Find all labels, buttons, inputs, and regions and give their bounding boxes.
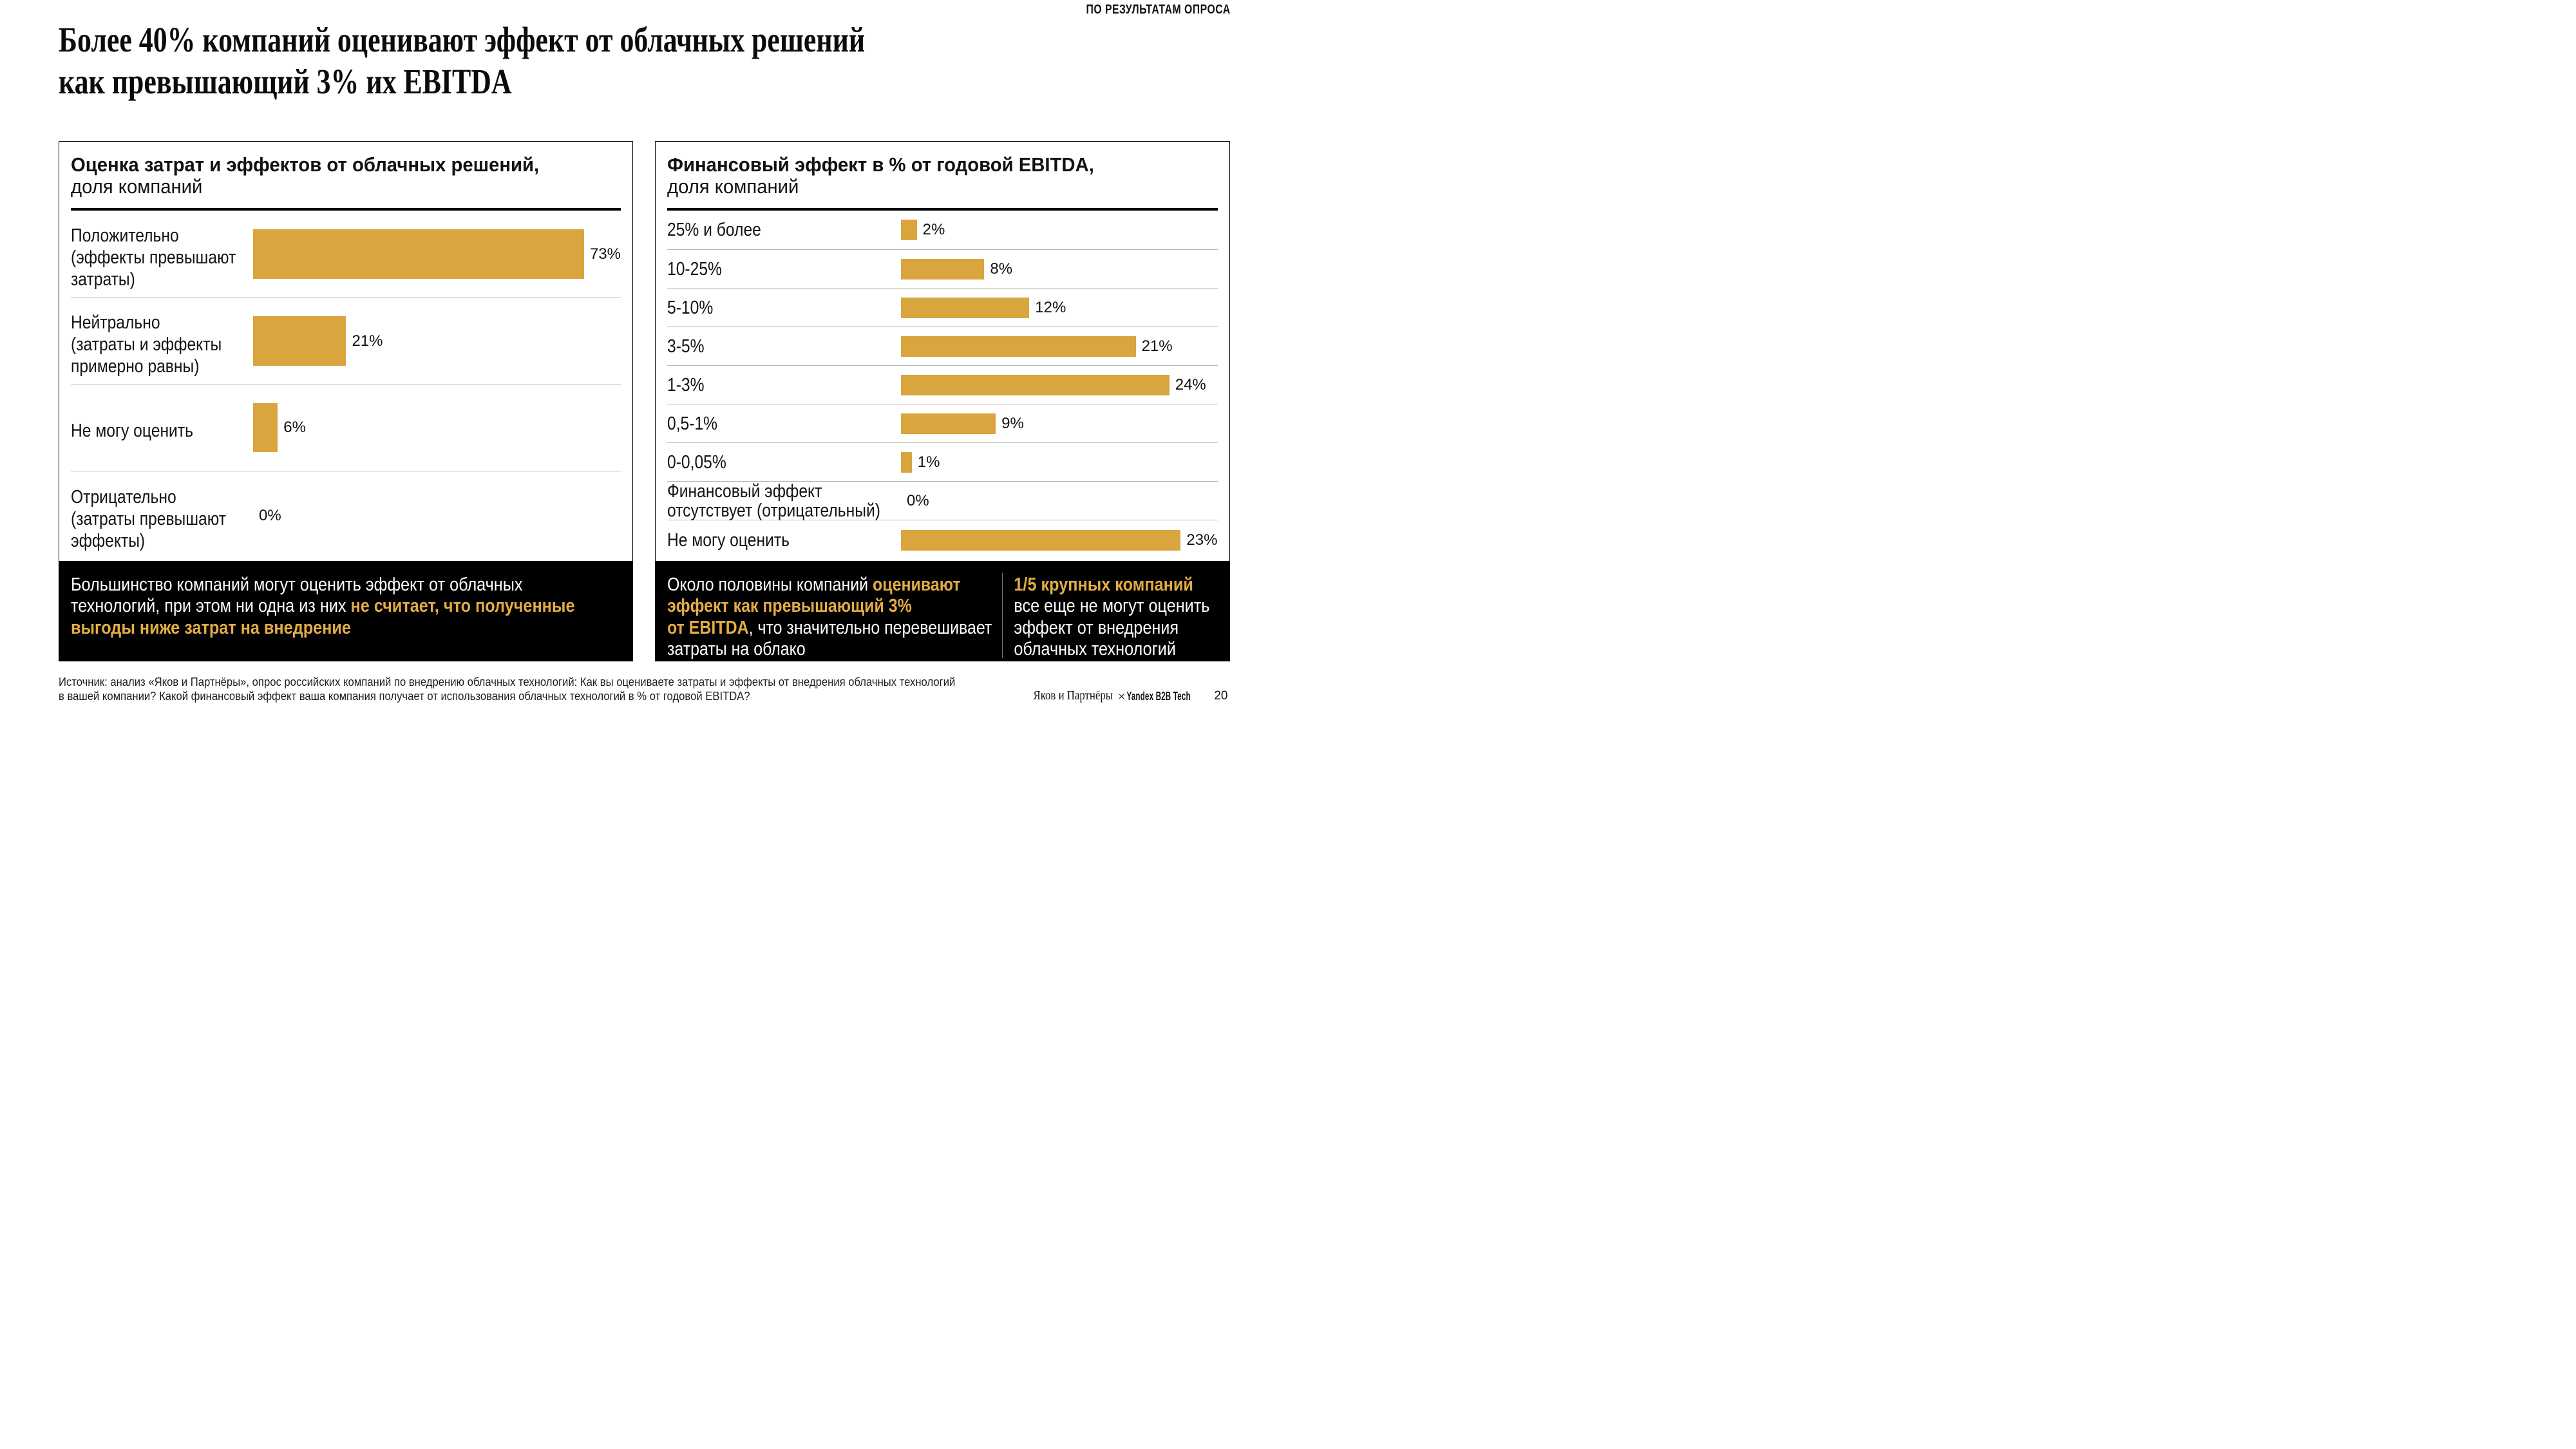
value-label: 12%: [1035, 298, 1066, 316]
chart-subtitle: доля компаний: [667, 175, 799, 198]
category-label: 10-25%: [667, 258, 722, 279]
chart-row: 3-5% 21%: [667, 327, 1218, 365]
category-label: 25% и более: [667, 220, 761, 241]
value-label: 9%: [1001, 414, 1024, 432]
value-label: 0%: [259, 507, 281, 524]
chart-title: Оценка затрат и эффектов от облачных реш…: [71, 154, 540, 176]
bar: [901, 451, 912, 473]
bar-area: 24%: [901, 366, 1218, 404]
category-label: 5-10%: [667, 297, 714, 318]
chart-row: 1-3% 24%: [667, 365, 1218, 404]
bar-area: 6%: [253, 384, 621, 471]
yandex-b2b-tech-logo: Yandex B2B Tech: [1126, 690, 1191, 703]
bar: [901, 336, 1136, 357]
value-label: 2%: [922, 221, 945, 239]
insight-segment: все еще не могут оценить эффект от внедр…: [1014, 596, 1210, 659]
value-label: 21%: [352, 332, 383, 350]
category-label: 0,5-1%: [667, 413, 718, 434]
bar: [901, 413, 996, 434]
insight-box-left: Большинство компаний могут оценить эффек…: [59, 560, 633, 661]
chart-financial-effect: Финансовый эффект в % от годовой EBITDA,…: [655, 141, 1230, 561]
chart-row: 10-25% 8%: [667, 249, 1218, 288]
chart-header: Финансовый эффект в % от годовой EBITDA,…: [667, 142, 1218, 198]
bar-area: 2%: [901, 211, 1218, 249]
value-label: 21%: [1141, 337, 1173, 355]
chart-cost-effect: Оценка затрат и эффектов от облачных реш…: [59, 141, 633, 561]
brand-cross-icon: ×: [1118, 690, 1125, 703]
bar: [253, 316, 346, 366]
survey-results-tag: ПО РЕЗУЛЬТАТАМ ОПРОСА: [1086, 3, 1231, 17]
category-label: Нейтрально (затраты и эффекты примерно р…: [71, 312, 222, 377]
value-label: 23%: [1186, 531, 1218, 549]
insight-box-right: Около половины компаний оценивают эффект…: [655, 560, 1230, 662]
bar-area: 0%: [253, 471, 621, 561]
category-label: Финансовый эффект отсутствует (отрицател…: [667, 480, 880, 521]
source-note: Источник: анализ «Яков и Партнёры», опро…: [59, 675, 956, 703]
bar: [901, 258, 985, 279]
insight-segment: Большинство компаний могут оценить эффек…: [70, 574, 522, 617]
chart-row: Финансовый эффект отсутствует (отрицател…: [667, 481, 1218, 520]
value-label: 1%: [917, 453, 940, 471]
bar-area: 9%: [901, 404, 1218, 442]
bar: [253, 229, 584, 279]
chart-rows: 25% и более 2% 10-25% 8% 5-10% 12% 3-5% 21% 1-3%…: [667, 211, 1218, 560]
chart-row: Нейтрально (затраты и эффекты примерно р…: [71, 297, 621, 384]
bar: [901, 374, 1170, 395]
insight-segment: Около половины компаний: [667, 574, 873, 595]
insight-highlight: не считает, что полученные выгоды ниже з…: [70, 596, 575, 638]
chart-row: Положительно (эффекты превышают затраты)…: [71, 211, 621, 298]
value-label: 73%: [589, 245, 621, 263]
footer-brand: Яков и Партнёры × Yandex B2B Tech 20: [0, 681, 1288, 706]
bar-area: 21%: [253, 298, 621, 384]
page-number: 20: [1214, 689, 1228, 703]
chart-header: Оценка затрат и эффектов от облачных реш…: [71, 142, 621, 198]
bar-area: 73%: [253, 211, 621, 298]
insight-segment: , что значительно перевешивает затраты н…: [667, 617, 992, 660]
category-label: Положительно (эффекты превышают затраты): [71, 225, 236, 290]
slide-title: Более 40% компаний оценивают эффект от о…: [59, 20, 866, 101]
chart-row: Не могу оценить 6%: [71, 384, 621, 471]
bar-area: 0%: [901, 482, 1218, 520]
panel-financial-effect: Финансовый эффект в % от годовой EBITDA,…: [655, 141, 1230, 661]
chart-row: 25% и более 2%: [667, 211, 1218, 249]
chart-row: 0,5-1% 9%: [667, 404, 1218, 442]
value-label: 8%: [990, 260, 1013, 278]
category-label: 3-5%: [667, 336, 705, 357]
chart-subtitle: доля компаний: [71, 175, 203, 198]
bar: [901, 530, 1181, 551]
yakov-partners-logo: Яков и Партнёры: [1034, 688, 1113, 703]
value-label: 6%: [283, 419, 306, 436]
category-label: Не могу оценить: [667, 530, 790, 551]
bar: [253, 402, 278, 453]
insight-text-column-1: Около половины компаний оценивают эффект…: [667, 574, 992, 662]
chart-rows: Положительно (эффекты превышают затраты)…: [71, 211, 621, 560]
insight-text: Большинство компаний могут оценить эффек…: [70, 574, 575, 639]
chart-row: 0-0,05% 1%: [667, 442, 1218, 481]
category-label: Не могу оценить: [71, 421, 193, 441]
bar: [901, 297, 1030, 318]
panel-cost-effect-estimate: Оценка затрат и эффектов от облачных реш…: [59, 141, 633, 661]
value-label: 0%: [907, 491, 929, 509]
chart-row: Отрицательно (затраты превышают эффекты)…: [71, 470, 621, 561]
category-label: 0-0,05%: [667, 451, 726, 473]
bar-area: 12%: [901, 289, 1218, 327]
insight-highlight: оценивают эффект как превышающий 3% от E…: [667, 574, 961, 638]
chart-header-rule: [667, 208, 1218, 211]
category-label: Отрицательно (затраты превышают эффекты): [71, 487, 227, 551]
category-label: 1-3%: [667, 374, 705, 395]
chart-header-rule: [71, 208, 621, 211]
insight-highlight: 1/5 крупных компаний: [1014, 574, 1193, 595]
bar-area: 1%: [901, 443, 1218, 481]
chart-row: Не могу оценить 23%: [667, 520, 1218, 560]
bar-area: 8%: [901, 250, 1218, 288]
insight-column-divider: [1001, 573, 1003, 658]
insight-text-column-2: 1/5 крупных компаний все еще не могут оц…: [1003, 574, 1209, 662]
value-label: 24%: [1175, 375, 1206, 393]
bar-area: 21%: [901, 327, 1218, 365]
chart-row: 5-10% 12%: [667, 288, 1218, 327]
bar-area: 23%: [901, 520, 1218, 560]
bar: [901, 220, 917, 241]
chart-title: Финансовый эффект в % от годовой EBITDA,: [667, 154, 1094, 176]
